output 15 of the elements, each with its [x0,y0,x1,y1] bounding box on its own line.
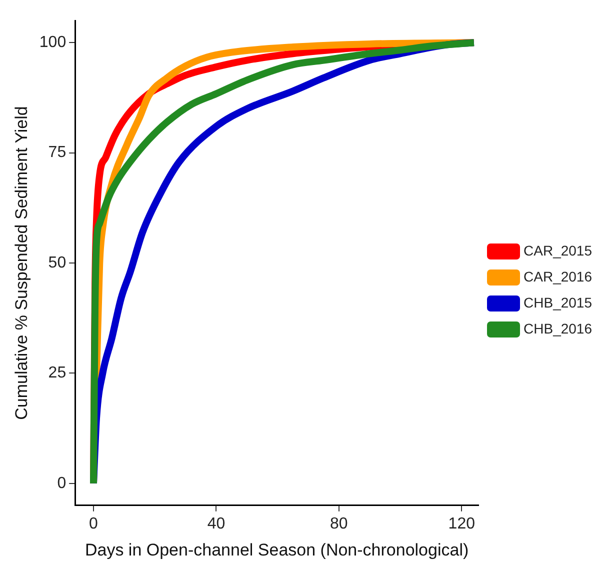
x-tick-label: 40 [207,515,226,532]
x-axis-title: Days in Open-channel Season (Non-chronological) [84,540,469,560]
legend-label: CHB_2016 [524,320,592,336]
y-tick-label: 25 [48,364,66,382]
x-tick-label: 80 [330,515,348,532]
legend-label: CAR_2015 [524,242,592,258]
y-tick-label: 0 [57,474,66,492]
legend-label: CHB_2015 [524,294,592,310]
y-tick-label: 50 [48,254,66,272]
y-axis-title: Cumulative % Suspended Sediment Yield [12,106,31,420]
y-tick-label: 100 [39,34,66,52]
legend-label: CAR_2016 [524,268,592,284]
x-tick-label: 0 [89,515,98,532]
x-tick-label: 120 [448,515,476,532]
y-tick-label: 75 [48,144,66,162]
